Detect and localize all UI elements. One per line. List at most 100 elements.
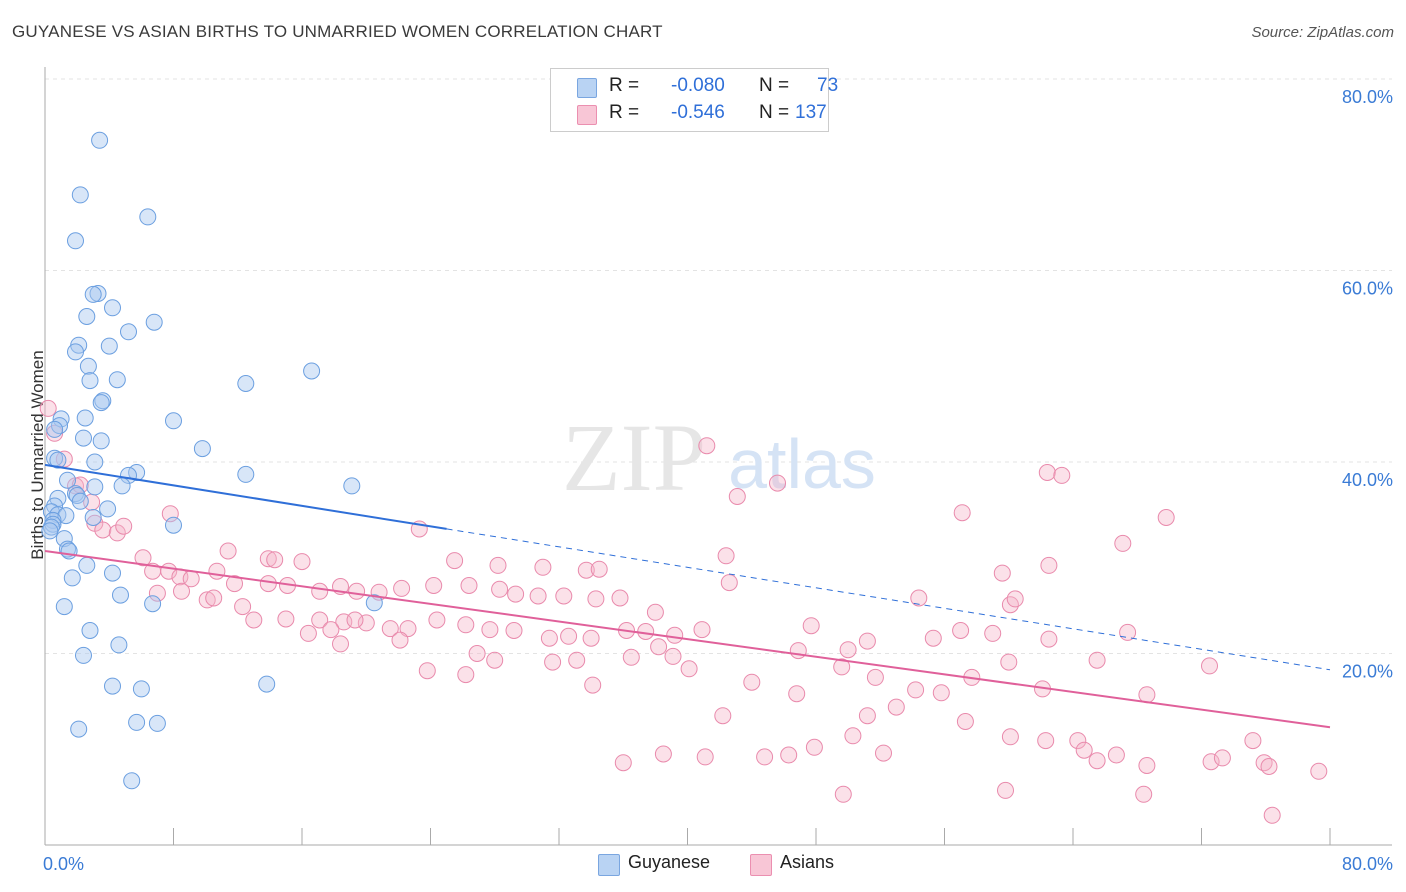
watermark-atlas: atlas — [728, 425, 876, 503]
guyanese-points — [41, 131, 383, 790]
asians-point — [457, 666, 475, 684]
asians-point — [743, 673, 761, 691]
asians-point — [1006, 590, 1024, 608]
y-tick-label: 20.0% — [1342, 662, 1393, 682]
watermark: ZIP atlas — [562, 404, 876, 511]
asians-point — [1138, 686, 1156, 704]
guyanese-point — [104, 564, 121, 582]
guyanese-point — [165, 516, 182, 534]
guyanese-point — [41, 522, 59, 540]
asians-trend-line — [44, 550, 1331, 729]
asians-point — [788, 685, 806, 703]
asians-point — [1310, 762, 1328, 780]
guyanese-point — [139, 208, 157, 226]
guyanese-point — [165, 412, 182, 430]
guyanese-point — [148, 714, 166, 732]
guyanese-point — [110, 636, 128, 654]
asians-point — [805, 738, 823, 756]
guyanese-point — [59, 471, 76, 489]
asians-point — [611, 589, 629, 607]
guyanese-point — [113, 477, 131, 495]
asians-point — [332, 635, 349, 653]
asians-point — [622, 648, 640, 666]
guyanese-point — [78, 308, 96, 325]
asians-point — [866, 668, 884, 686]
y-tick-label: 40.0% — [1342, 470, 1393, 490]
asians-point — [357, 614, 375, 632]
asians-point — [348, 582, 366, 600]
asians-point — [346, 611, 364, 629]
guyanese-point — [71, 186, 89, 204]
asians-point — [560, 627, 578, 645]
asians-point — [756, 748, 774, 766]
guyanese-point — [44, 511, 62, 529]
asians-point — [381, 620, 399, 638]
asians-point — [1040, 630, 1058, 648]
asians-point — [544, 653, 562, 671]
asians-point — [1202, 753, 1220, 771]
gridlines — [45, 78, 1392, 654]
asians-point — [173, 582, 190, 600]
asians-point — [844, 727, 862, 745]
guyanese-point — [92, 394, 110, 412]
asians-point — [789, 642, 807, 660]
guyanese-point — [237, 375, 255, 392]
asians-point — [335, 613, 353, 631]
asians-point — [391, 631, 409, 649]
asians-point — [997, 781, 1014, 799]
legend-n-value: 137 — [795, 102, 827, 123]
asians-point — [802, 617, 820, 635]
asians-point — [1157, 509, 1175, 526]
asians-point — [1244, 732, 1262, 750]
asians-point — [952, 622, 970, 639]
asians-point — [1263, 806, 1281, 824]
asians-point — [910, 589, 928, 607]
guyanese-point — [303, 362, 321, 380]
guyanese-point — [78, 556, 96, 574]
guyanese-point — [67, 343, 84, 361]
asians-point — [259, 550, 277, 568]
asians-point — [780, 746, 798, 764]
asians-point — [1260, 758, 1278, 775]
asians-point — [311, 611, 329, 629]
guyanese-point — [75, 429, 92, 447]
asians-point — [205, 589, 223, 607]
guyanese-point — [86, 453, 104, 471]
tick-labels: 20.0% 40.0% 60.0% 80.0% 0.0% 80.0% — [43, 87, 1393, 874]
guyanese-point — [86, 478, 104, 496]
watermark-zip: ZIP — [562, 404, 706, 511]
asians-point — [481, 621, 499, 639]
asians-point — [833, 658, 851, 676]
asians-point — [582, 629, 600, 647]
x-tick-label: 0.0% — [43, 854, 84, 874]
guyanese-point — [104, 299, 121, 317]
asians-swatch — [577, 105, 597, 125]
asians-point — [446, 552, 464, 570]
asians-point — [505, 622, 523, 639]
asians-point — [664, 647, 682, 665]
asians-point — [953, 504, 971, 522]
guyanese-point — [63, 569, 81, 587]
guyanese-point — [76, 409, 94, 427]
guyanese-swatch — [577, 78, 597, 98]
asians-point — [148, 584, 166, 602]
guyanese-point — [144, 595, 162, 613]
guyanese-point — [49, 451, 67, 469]
asians-point — [234, 598, 252, 616]
asians-point — [39, 399, 57, 417]
correlation-legend: R = -0.080 N = 73 R = -0.546 N = 137 — [550, 68, 838, 132]
asians-point — [858, 632, 876, 650]
guyanese-point — [128, 713, 146, 731]
asians-point — [637, 623, 655, 640]
asians-point — [219, 542, 237, 560]
axes — [44, 67, 1392, 846]
asians-point — [696, 748, 714, 766]
asians-point — [577, 561, 595, 579]
asians-point — [245, 611, 263, 629]
guyanese-point — [365, 594, 383, 612]
asians-point — [714, 707, 732, 725]
asians-point — [887, 698, 905, 716]
legend-r-label: R = — [609, 75, 640, 96]
asians-point — [932, 684, 950, 702]
y-tick-label: 80.0% — [1342, 87, 1393, 107]
